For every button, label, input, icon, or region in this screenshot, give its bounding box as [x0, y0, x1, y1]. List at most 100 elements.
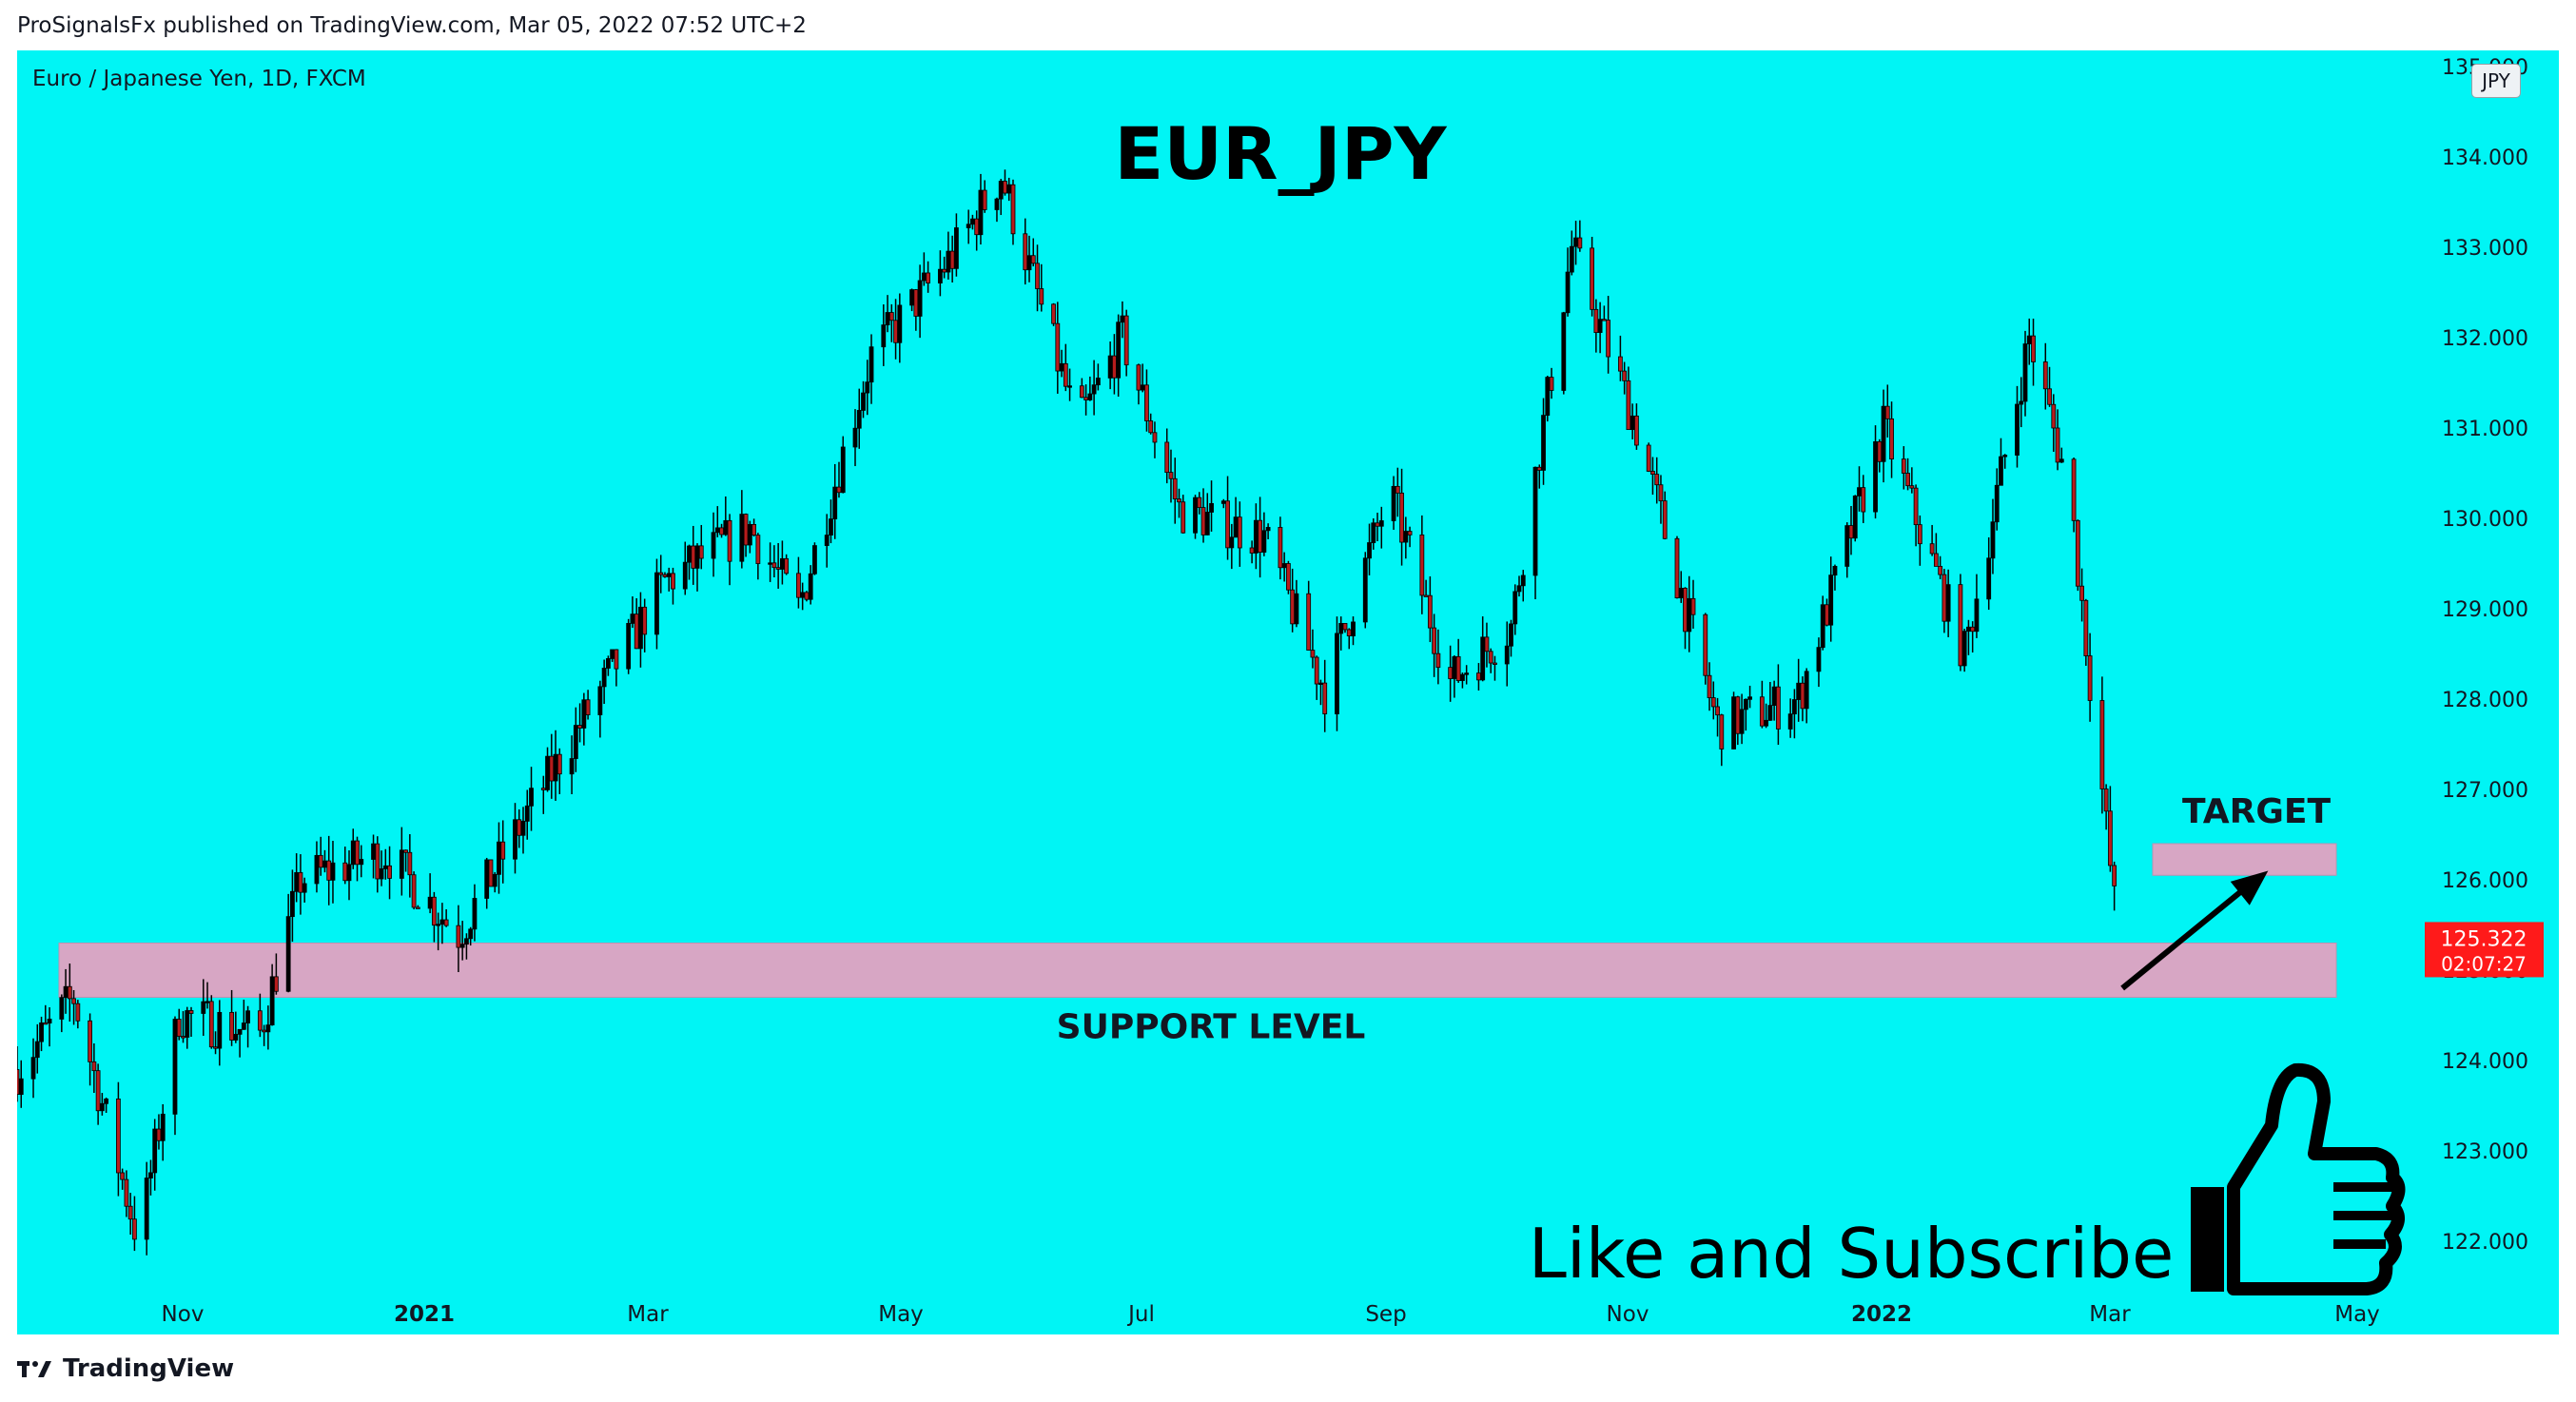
candle-body — [472, 898, 478, 930]
candle-body — [909, 289, 914, 306]
thumbs-up-icon — [2191, 1062, 2406, 1295]
candle-body — [2103, 789, 2109, 812]
candle-body — [39, 1022, 44, 1042]
candle-body — [1626, 380, 1631, 431]
candle-body — [1958, 584, 1963, 667]
candle-body — [273, 976, 279, 992]
candle-body — [2019, 400, 2024, 405]
candle-body — [484, 859, 490, 899]
symbol-info: Euro / Japanese Yen, 1D, FXCM — [32, 67, 366, 91]
candle-body — [1545, 377, 1551, 417]
candle-body — [868, 346, 874, 383]
candle-body — [1945, 584, 1951, 622]
candle-body — [1719, 714, 1725, 750]
candle-body — [1804, 671, 1809, 710]
candle-body — [1844, 525, 1850, 567]
candle-body — [921, 272, 927, 282]
candle-body — [245, 1010, 250, 1023]
candle-body — [1030, 255, 1036, 264]
candle-body — [497, 841, 501, 875]
candle-body — [881, 324, 887, 348]
y-tick-label: 131.000 — [2442, 418, 2528, 441]
candle-body — [1593, 308, 1599, 333]
candle-body — [1362, 557, 1368, 623]
candle-body — [1710, 697, 1716, 708]
candle-body — [2112, 865, 2117, 886]
last-price-countdown: 02:07:27 — [2441, 952, 2527, 975]
candle-body — [262, 1029, 267, 1033]
candle-body — [1532, 466, 1538, 576]
candle-body — [1828, 574, 1834, 626]
candle-body — [1687, 597, 1692, 633]
support-level-label: SUPPORT LEVEL — [1057, 1008, 1366, 1047]
candle-body — [1181, 501, 1186, 534]
candle-body — [1342, 623, 1348, 631]
candle-body — [1516, 585, 1522, 593]
candle-body — [1204, 512, 1210, 535]
candle-body — [1792, 699, 1797, 715]
candle-body — [318, 854, 323, 868]
candle-body — [464, 938, 469, 945]
candle-body — [1561, 312, 1567, 391]
candle-body — [1857, 487, 1862, 497]
candle-body — [1403, 531, 1409, 543]
candle-body — [1634, 415, 1639, 446]
candle-body — [1622, 370, 1628, 381]
chart-area[interactable]: SUPPORT LEVEL TARGET EUR_JPY Like and Subsc… — [17, 50, 2559, 1334]
candle-body — [67, 985, 72, 1000]
candle-body — [95, 1070, 101, 1112]
x-tick-label: Jul — [1126, 1302, 1155, 1327]
currency-badge[interactable]: JPY — [2471, 64, 2521, 98]
candle-body — [407, 851, 413, 876]
y-tick-label: 122.000 — [2442, 1231, 2528, 1255]
candle-body — [1419, 534, 1425, 596]
candle-body — [727, 519, 732, 562]
footer-brand[interactable]: TradingView — [17, 1354, 234, 1383]
candle-body — [1905, 473, 1910, 487]
candle-body — [88, 1020, 93, 1062]
candle-body — [1455, 655, 1461, 681]
candle-body — [1961, 631, 1967, 667]
x-tick-label: Nov — [162, 1302, 205, 1327]
candle-body — [459, 944, 465, 948]
candle-body — [978, 189, 984, 236]
candle-body — [840, 446, 846, 494]
candle-body — [456, 925, 461, 948]
candle-body — [1970, 626, 1976, 633]
candle-body — [804, 592, 810, 600]
candle-body — [1658, 484, 1664, 501]
candle-body — [829, 518, 833, 535]
candle-body — [1690, 597, 1696, 615]
candle-body — [217, 1011, 223, 1049]
candle-body — [1055, 322, 1061, 372]
candle-body — [1493, 662, 1497, 665]
candle-body — [375, 843, 381, 880]
candle-body — [2051, 403, 2057, 429]
candle-body — [415, 906, 420, 909]
candle-body — [1852, 496, 1858, 539]
chart-svg[interactable]: SUPPORT LEVEL TARGET EUR_JPY Like and Subsc… — [17, 50, 2559, 1334]
candle-body — [569, 758, 575, 775]
candle-body — [439, 919, 445, 925]
last-price-value: 125.322 — [2441, 927, 2527, 951]
candle-body — [1310, 650, 1316, 658]
candle-body — [654, 572, 659, 635]
candle-body — [581, 699, 587, 729]
candle-body — [1290, 589, 1296, 625]
candle-body — [1787, 713, 1793, 730]
candle-body — [152, 1128, 158, 1174]
y-tick-label: 133.000 — [2442, 237, 2528, 261]
candle-body — [1832, 566, 1838, 576]
candle-body — [836, 486, 842, 494]
candle-body — [1395, 485, 1400, 494]
candle-body — [350, 840, 356, 866]
candle-body — [488, 859, 494, 887]
candle-body — [1177, 498, 1181, 503]
candle-body — [949, 250, 955, 269]
candle-body — [443, 919, 449, 926]
candle-body — [1504, 645, 1510, 665]
candle-body — [1391, 485, 1396, 521]
candle-body — [865, 381, 870, 394]
candle-body — [1881, 405, 1886, 462]
candle-body — [1152, 432, 1158, 443]
